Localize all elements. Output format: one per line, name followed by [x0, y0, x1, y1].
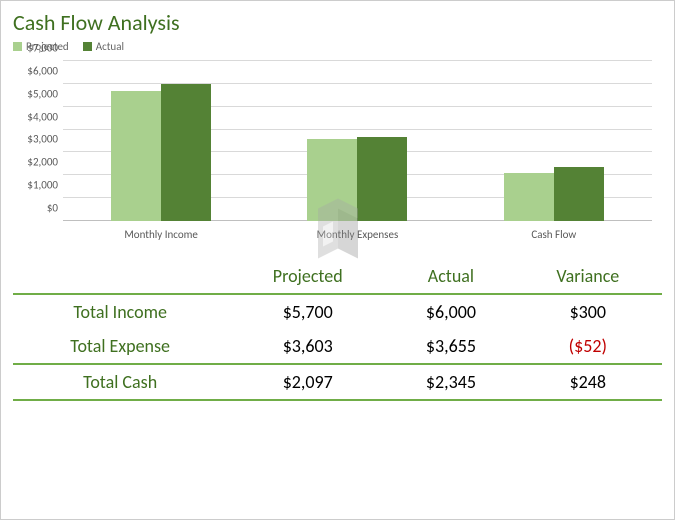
row-label: Total Cash	[13, 364, 227, 400]
table-row: Total Income$5,700$6,000$300	[13, 294, 662, 329]
bar-actual	[554, 167, 604, 221]
bar-pair	[307, 61, 407, 221]
bar-projected	[307, 139, 357, 221]
bar-projected	[504, 173, 554, 221]
cell-projected: $5,700	[227, 294, 388, 329]
table-header-row: Projected Actual Variance	[13, 259, 662, 294]
y-tick-label: $5,000	[13, 87, 58, 100]
row-label: Total Expense	[13, 329, 227, 364]
y-tick-label: $0	[13, 202, 58, 215]
y-tick-label: $7,000	[13, 42, 58, 55]
legend-label-actual: Actual	[96, 40, 124, 53]
table-row: Total Expense$3,603$3,655($52)	[13, 329, 662, 364]
x-tick-label: Monthly Expenses	[259, 228, 455, 241]
legend-item-actual: Actual	[83, 40, 124, 53]
table-col-blank	[13, 259, 227, 294]
bar-actual	[161, 84, 211, 221]
y-tick-label: $2,000	[13, 156, 58, 169]
table-col-variance: Variance	[514, 259, 662, 294]
chart-title: Cash Flow Analysis	[13, 9, 662, 36]
bar-actual	[357, 137, 407, 221]
cell-variance: $248	[514, 364, 662, 400]
bar-pair	[111, 61, 211, 221]
y-tick-label: $1,000	[13, 179, 58, 192]
table-row: Total Cash$2,097$2,345$248	[13, 364, 662, 400]
x-tick-label: Monthly Income	[63, 228, 259, 241]
y-tick-label: $6,000	[13, 64, 58, 77]
legend-swatch-actual	[83, 42, 92, 51]
bar-pair	[504, 61, 604, 221]
cell-variance: $300	[514, 294, 662, 329]
bar-group: Monthly Expenses	[259, 61, 455, 221]
y-tick-label: $3,000	[13, 133, 58, 146]
summary-table: Projected Actual Variance Total Income$5…	[13, 259, 662, 401]
cell-variance: ($52)	[514, 329, 662, 364]
bar-group: Monthly Income	[63, 61, 259, 221]
cell-actual: $3,655	[388, 329, 513, 364]
x-tick-label: Cash Flow	[456, 228, 652, 241]
chart-plot: $0$1,000$2,000$3,000$4,000$5,000$6,000$7…	[63, 61, 652, 221]
bar-projected	[111, 91, 161, 221]
cell-actual: $2,345	[388, 364, 513, 400]
row-label: Total Income	[13, 294, 227, 329]
cell-actual: $6,000	[388, 294, 513, 329]
table-col-actual: Actual	[388, 259, 513, 294]
bar-group: Cash Flow	[456, 61, 652, 221]
chart-area: $0$1,000$2,000$3,000$4,000$5,000$6,000$7…	[63, 61, 652, 241]
cell-projected: $3,603	[227, 329, 388, 364]
y-tick-label: $4,000	[13, 110, 58, 123]
table-col-projected: Projected	[227, 259, 388, 294]
chart-legend: Projected Actual	[13, 40, 662, 53]
cell-projected: $2,097	[227, 364, 388, 400]
